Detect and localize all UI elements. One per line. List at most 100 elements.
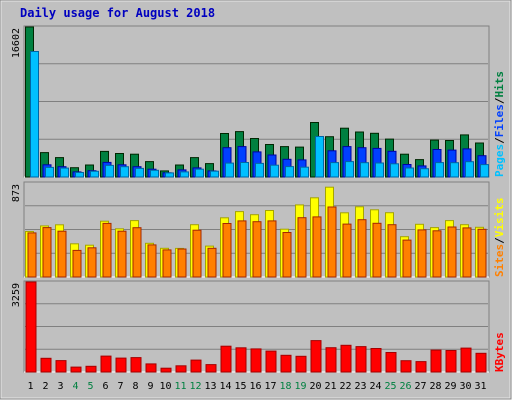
bar-pages-day-1 (30, 51, 39, 178)
x-tick-label-day-5: 5 (87, 381, 93, 392)
bar-kbytes-day-28 (430, 349, 442, 373)
bar-sites-day-20 (312, 216, 322, 278)
x-tick-label-day-21: 21 (324, 381, 336, 392)
bar-kbytes-day-31 (475, 352, 487, 373)
bar-sites-day-27 (417, 229, 427, 278)
legend-visits: Visits (493, 198, 506, 238)
bar-kbytes-day-11 (175, 365, 187, 373)
x-tick-label-day-19: 19 (294, 381, 306, 392)
panel-hits-legend: Pages/Files/Hits (493, 71, 506, 177)
bar-sites-day-28 (432, 230, 442, 278)
bar-pages-day-2 (45, 166, 54, 178)
panel-visits: 873 Sites/Visits (11, 181, 506, 278)
x-tick-label-day-6: 6 (102, 381, 108, 392)
bar-pages-day-21 (330, 162, 339, 178)
x-tick-label-day-7: 7 (117, 381, 123, 392)
bar-kbytes-day-25 (385, 352, 397, 373)
bar-kbytes-day-4 (70, 366, 82, 373)
x-tick-label-day-14: 14 (219, 381, 231, 392)
chart-title: Daily usage for August 2018 (20, 6, 215, 20)
panel-hits-axis-max-label: 16602 (11, 28, 22, 58)
x-tick-label-day-16: 16 (249, 381, 261, 392)
bar-sites-day-23 (357, 219, 367, 278)
bar-kbytes-day-7 (115, 357, 127, 373)
legend-separator: / (493, 137, 506, 144)
bar-kbytes-day-30 (460, 347, 472, 373)
bar-sites-day-7 (117, 230, 127, 278)
bar-kbytes-day-22 (340, 344, 352, 373)
bar-kbytes-day-15 (235, 347, 247, 373)
bar-sites-day-31 (477, 228, 487, 278)
x-tick-label-day-1: 1 (27, 381, 33, 392)
panel-kbytes: 3259 KBytes (11, 280, 506, 373)
bar-pages-day-31 (480, 164, 489, 178)
bar-pages-day-18 (285, 166, 294, 178)
bar-pages-day-5 (90, 170, 99, 178)
x-tick-label-day-23: 23 (354, 381, 366, 392)
x-tick-label-day-2: 2 (42, 381, 48, 392)
bar-pages-day-7 (120, 166, 129, 178)
x-tick-label-day-9: 9 (147, 381, 153, 392)
legend-hits: Hits (493, 71, 506, 98)
bar-sites-day-13 (207, 247, 217, 278)
bar-kbytes-day-23 (355, 346, 367, 373)
bar-sites-day-9 (147, 244, 157, 278)
x-tick-label-day-24: 24 (369, 381, 381, 392)
bar-pages-day-11 (180, 171, 189, 178)
bar-kbytes-day-18 (280, 354, 292, 373)
bar-pages-day-15 (240, 162, 249, 178)
bar-pages-day-13 (210, 170, 219, 178)
bar-kbytes-day-12 (190, 359, 202, 373)
bar-kbytes-day-1 (25, 281, 37, 373)
legend-separator: / (493, 237, 506, 244)
legend-sites: Sites (493, 244, 506, 277)
x-tick-label-day-4: 4 (72, 381, 78, 392)
bar-kbytes-day-13 (205, 364, 217, 373)
x-tick-label-day-30: 30 (459, 381, 471, 392)
x-tick-label-day-20: 20 (309, 381, 321, 392)
bar-sites-day-16 (252, 221, 262, 278)
bar-kbytes-day-27 (415, 361, 427, 373)
bar-sites-day-4 (72, 249, 82, 278)
bar-sites-day-22 (342, 223, 352, 278)
panel-visits-axis-max-label: 873 (11, 184, 22, 202)
x-tick-label-day-17: 17 (264, 381, 276, 392)
bar-pages-day-26 (405, 167, 414, 178)
bar-pages-day-20 (315, 136, 324, 178)
bar-pages-day-30 (465, 161, 474, 178)
bar-pages-day-27 (420, 168, 429, 178)
bar-kbytes-day-3 (55, 360, 67, 373)
bar-pages-day-29 (450, 162, 459, 178)
bar-kbytes-day-10 (160, 367, 172, 373)
x-tick-label-day-25: 25 (384, 381, 396, 392)
bar-kbytes-day-16 (250, 348, 262, 373)
bar-kbytes-day-8 (130, 357, 142, 373)
bar-kbytes-day-24 (370, 348, 382, 373)
bar-sites-day-30 (462, 227, 472, 278)
x-tick-label-day-8: 8 (132, 381, 138, 392)
x-tick-label-day-13: 13 (204, 381, 216, 392)
bar-sites-day-12 (192, 229, 202, 278)
bar-kbytes-day-17 (265, 350, 277, 373)
x-tick-label-day-12: 12 (189, 381, 201, 392)
bar-sites-day-17 (267, 220, 277, 278)
panel-kbytes-legend: KBytes (493, 332, 506, 372)
bar-sites-day-15 (237, 220, 247, 278)
x-tick-label-day-22: 22 (339, 381, 351, 392)
x-tick-label-day-10: 10 (159, 381, 171, 392)
bar-sites-day-26 (402, 239, 412, 278)
bar-pages-day-22 (345, 161, 354, 178)
bar-pages-day-8 (135, 167, 144, 178)
bar-pages-day-23 (360, 162, 369, 178)
bar-kbytes-day-14 (220, 345, 232, 373)
x-tick-label-day-27: 27 (414, 381, 426, 392)
panel-visits-legend: Sites/Visits (493, 198, 506, 278)
bar-sites-day-11 (177, 248, 187, 278)
x-tick-label-day-26: 26 (399, 381, 411, 392)
x-tick-label-day-28: 28 (429, 381, 441, 392)
bar-kbytes-day-5 (85, 365, 97, 373)
x-tick-labels: 1 2 3 4 5 6 7 8 9 10 11 12 13 14 15 16 17 18 19 20 21 22 23 24 2… (27, 381, 486, 392)
bar-kbytes-day-21 (325, 347, 337, 373)
